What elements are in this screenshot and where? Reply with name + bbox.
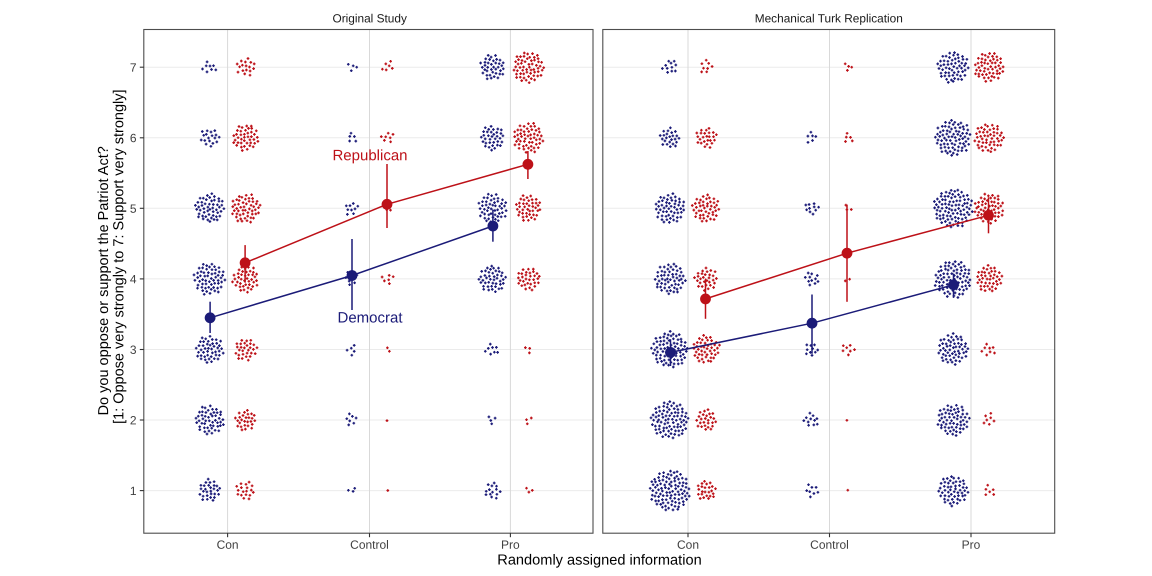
svg-text:Pro: Pro: [962, 538, 981, 552]
svg-text:Pro: Pro: [501, 538, 520, 552]
svg-text:6: 6: [130, 131, 137, 145]
svg-text:Democrat: Democrat: [337, 309, 403, 326]
svg-text:Control: Control: [350, 538, 389, 552]
svg-text:Randomly assigned information: Randomly assigned information: [497, 553, 701, 569]
svg-text:4: 4: [130, 272, 137, 286]
svg-text:Con: Con: [677, 538, 699, 552]
svg-text:Original Study: Original Study: [333, 11, 407, 25]
svg-text:Do you oppose or support the P: Do you oppose or support the Patriot Act…: [96, 146, 112, 415]
svg-text:5: 5: [130, 202, 137, 216]
svg-text:Mechanical Turk Replication: Mechanical Turk Replication: [755, 11, 903, 25]
svg-text:Republican: Republican: [332, 147, 407, 164]
svg-text:[1: Oppose very strongly to 7:: [1: Oppose very strongly to 7: Support v…: [111, 89, 127, 423]
svg-text:2: 2: [130, 413, 137, 427]
svg-text:1: 1: [130, 484, 137, 498]
svg-text:Control: Control: [810, 538, 849, 552]
svg-text:Con: Con: [217, 538, 239, 552]
svg-text:7: 7: [130, 61, 137, 75]
svg-text:3: 3: [130, 343, 137, 357]
